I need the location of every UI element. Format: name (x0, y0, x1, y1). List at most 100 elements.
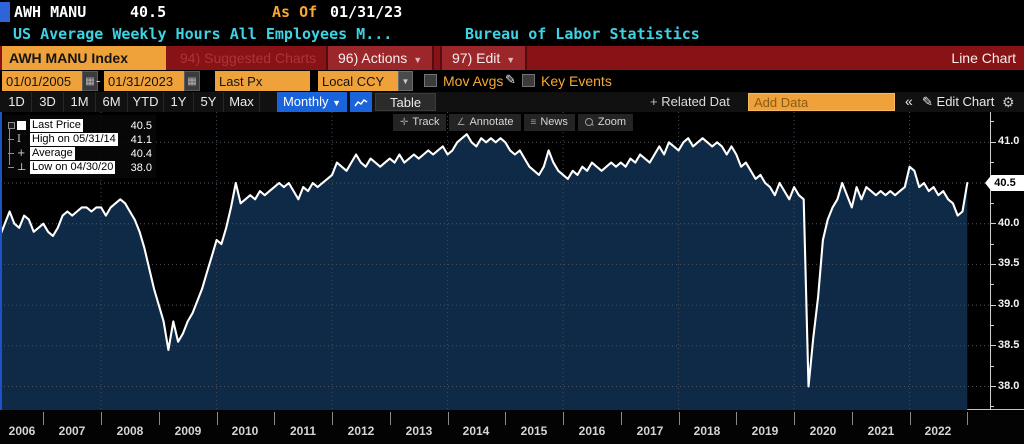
period-button-3d[interactable]: 3D (32, 92, 64, 112)
security-title-bar: AWH MANU 40.5 As Of 01/31/23 (0, 0, 1024, 23)
function-menubar: AWH MANU Index 94) Suggested Charts 96) … (0, 46, 1024, 70)
pencil-icon: ✎ (922, 94, 933, 109)
y-axis-minor-tick (991, 202, 994, 204)
menu-actions[interactable]: 96) Actions ▼ (326, 46, 435, 70)
period-button-max[interactable]: Max (224, 92, 260, 112)
low-marker-icon: ⊥ (17, 162, 27, 173)
x-axis-tick (679, 412, 680, 425)
legend-label[interactable]: Low on 04/30/20 (30, 161, 116, 174)
mov-avgs-checkbox[interactable] (424, 74, 437, 87)
gear-icon[interactable]: ⚙ (1002, 94, 1015, 110)
series-swatch-icon (17, 121, 26, 130)
y-axis-minor-tick (991, 324, 994, 326)
period-button-1m[interactable]: 1M (64, 92, 96, 112)
y-axis-minor-tick (991, 365, 994, 367)
currency-dropdown-button[interactable]: ▼ (398, 71, 413, 91)
x-axis-tick (43, 412, 44, 425)
period-button-ytd[interactable]: YTD (128, 92, 164, 112)
as-of-label: As Of (272, 3, 318, 21)
chart-type-label: Line Chart (951, 50, 1016, 66)
pencil-icon[interactable]: ✎ (505, 72, 516, 87)
period-button-1d[interactable]: 1D (2, 92, 32, 112)
y-axis-major-tick (991, 263, 996, 265)
menu-edit[interactable]: 97) Edit ▼ (440, 46, 528, 70)
ticker-symbol: AWH MANU (14, 3, 87, 21)
news-button[interactable]: ≡ News (523, 114, 575, 131)
crosshair-icon: ✛ (400, 117, 409, 128)
mov-avgs-label: Mov Avgs (443, 73, 504, 89)
calendar-icon[interactable]: ▦ (82, 71, 98, 91)
chart-controls-bar: ▦ - ▦ ▼ Mov Avgs ✎ Key Events (0, 70, 1024, 92)
y-axis-major-tick (991, 223, 996, 225)
x-axis-tick (621, 412, 622, 425)
x-axis-tick (910, 412, 911, 425)
chart-legend: Last Price 40.5 I High on 05/31/14 41.1 … (4, 115, 156, 178)
chevron-down-icon: ▼ (413, 55, 423, 65)
x-axis-year-label: 2006 (8, 424, 36, 438)
period-button-6m[interactable]: 6M (96, 92, 128, 112)
x-axis-tick (332, 412, 333, 425)
legend-label[interactable]: Average (30, 147, 75, 160)
key-events-label: Key Events (541, 73, 612, 89)
security-description: US Average Weekly Hours All Employees M.… (13, 25, 393, 43)
legend-row-low[interactable]: ⊥ Low on 04/30/20 38.0 (8, 161, 152, 174)
track-button[interactable]: ✛ Track (393, 114, 447, 131)
legend-row-average[interactable]: + Average 40.4 (8, 147, 152, 160)
legend-value: 40.4 (130, 147, 152, 160)
x-axis-year-label: 2021 (867, 424, 895, 438)
price-field-input[interactable] (215, 71, 310, 91)
chart-area[interactable]: ✛ Track ∠ Annotate ≡ News Zoom Last Pric… (0, 112, 1024, 410)
average-marker-icon: + (17, 148, 26, 159)
x-axis[interactable]: 2006 2007 2008 2009 2010 2011 2012 2013 2014 2015… (0, 411, 1024, 444)
legend-value: 41.1 (130, 133, 152, 146)
annotate-button[interactable]: ∠ Annotate (449, 114, 521, 131)
y-axis-minor-tick (991, 284, 994, 286)
x-axis-tick (736, 412, 737, 425)
price-line (0, 133, 969, 388)
line-chart-icon-button[interactable] (350, 92, 372, 112)
annotate-label: Annotate (469, 116, 514, 128)
collapse-panel-button[interactable]: « (905, 93, 913, 109)
line-chart-icon (354, 98, 368, 107)
y-axis-minor-tick (991, 406, 994, 408)
security-field[interactable]: AWH MANU Index (2, 46, 166, 70)
end-date-field[interactable] (104, 71, 184, 91)
x-axis-tick (505, 412, 506, 425)
y-axis-minor-tick (991, 121, 994, 123)
start-date-field[interactable] (2, 71, 82, 91)
legend-label[interactable]: High on 05/31/14 (30, 133, 118, 146)
x-axis-tick (159, 412, 160, 425)
data-source: Bureau of Labor Statistics (465, 25, 700, 43)
legend-row-last-price[interactable]: Last Price 40.5 (8, 119, 152, 132)
calendar-icon[interactable]: ▦ (184, 71, 200, 91)
last-price-badge: 40.5 (985, 175, 1024, 191)
menu-suggested-charts[interactable]: 94) Suggested Charts (180, 50, 317, 66)
legend-value: 40.5 (130, 119, 152, 132)
period-button-5y[interactable]: 5Y (194, 92, 224, 112)
legend-row-high[interactable]: I High on 05/31/14 41.1 (8, 133, 152, 146)
table-button[interactable]: Table (375, 93, 437, 111)
legend-expander-icon[interactable] (8, 122, 15, 129)
x-axis-year-label: 2015 (520, 424, 548, 438)
x-axis-tick (852, 412, 853, 425)
menu-edit-label: 97) Edit (452, 50, 501, 66)
legend-label[interactable]: Last Price (30, 119, 83, 132)
plot-left-border (0, 112, 2, 410)
key-events-checkbox[interactable] (522, 74, 535, 87)
period-button-1y[interactable]: 1Y (164, 92, 194, 112)
edit-chart-button[interactable]: ✎ Edit Chart (922, 92, 994, 112)
related-data-button[interactable]: + Related Dat (650, 92, 746, 112)
zoom-button[interactable]: Zoom (577, 114, 633, 131)
y-axis[interactable]: 40.5 38.038.539.039.540.040.541.0 (985, 112, 1024, 410)
news-label: News (540, 116, 568, 128)
frequency-label: Monthly (282, 94, 329, 109)
currency-field[interactable] (318, 71, 398, 91)
x-axis-year-label: 2017 (636, 424, 664, 438)
frequency-dropdown[interactable]: Monthly ▼ (277, 92, 347, 112)
add-data-input[interactable] (748, 93, 895, 111)
y-axis-label: 39.5 (998, 257, 1020, 270)
x-axis-year-label: 2014 (462, 424, 490, 438)
high-marker-icon: I (17, 134, 21, 145)
x-axis-year-label: 2008 (116, 424, 144, 438)
